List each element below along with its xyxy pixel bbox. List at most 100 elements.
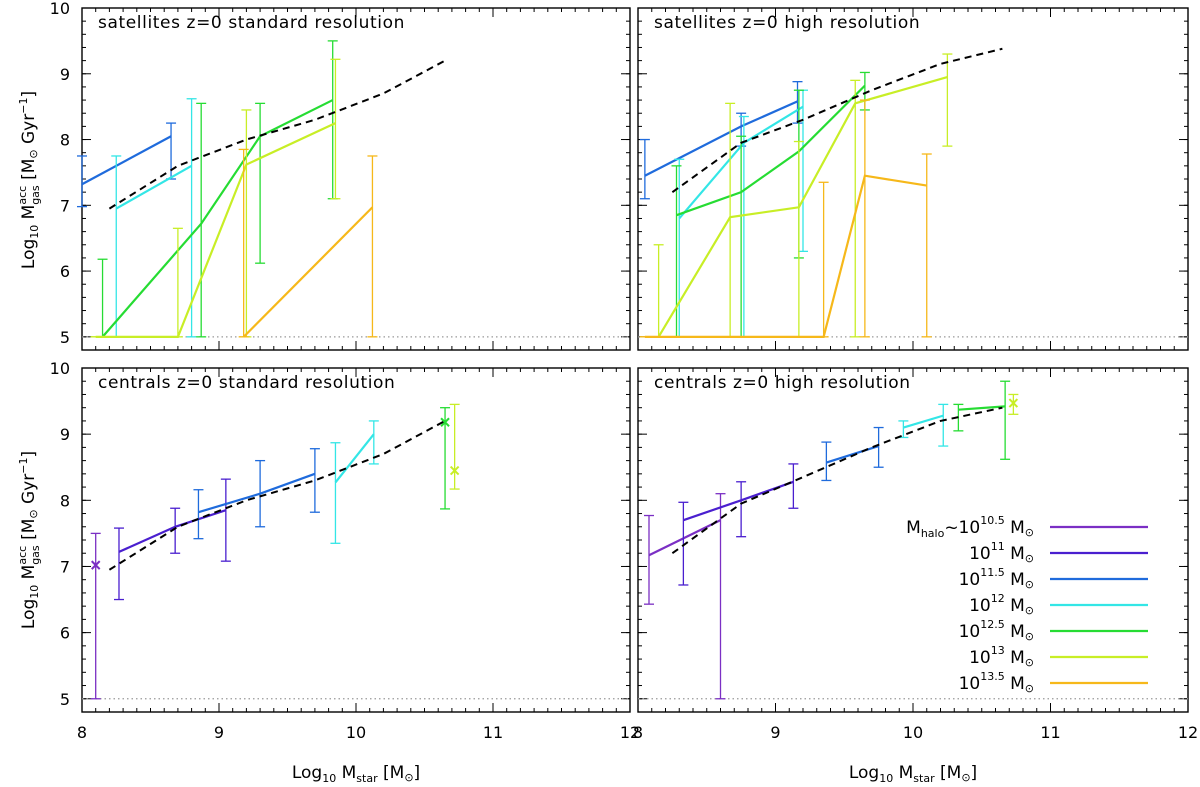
y-tick-label: 8 <box>60 491 70 510</box>
ylabel-var: M <box>19 205 39 225</box>
panel-1: 5 6 7 8 9 10 satellites z=0 standard resolutio… <box>50 0 631 351</box>
series-line <box>334 433 375 484</box>
ylabel-unit2: Gyr <box>19 114 39 150</box>
x-tick-label: 8 <box>77 723 87 742</box>
xlabel-close: ] <box>414 763 421 783</box>
legend-label: 1013 M⊙ <box>969 644 1034 669</box>
series-4 <box>440 407 451 510</box>
y-tick-label: 6 <box>60 262 70 281</box>
legend-unit: M <box>1005 648 1025 668</box>
series-2 <box>821 426 884 482</box>
legend-label: 1011 M⊙ <box>969 540 1034 565</box>
legend-exp: 13.5 <box>980 670 1005 683</box>
series-line <box>826 445 879 464</box>
series-line <box>198 472 316 514</box>
legend-exp: 11.5 <box>980 566 1005 579</box>
x-tick-label: 8 <box>633 723 643 742</box>
series-line <box>657 75 948 338</box>
panel-3: 5 6 7 8 9 10 8 9 10 11 12 centrals z=0 standard res… <box>50 359 641 742</box>
ylabel-base: 10 <box>28 225 41 239</box>
y-axis-label-top: Log10 Maccgas [M⊙ Gyr−1] <box>16 91 42 269</box>
panel-frame <box>81 367 631 713</box>
legend-unit: M <box>1005 622 1025 642</box>
x-tick-label: 9 <box>214 723 224 742</box>
series-3 <box>111 98 197 338</box>
ylabel-unit2: Gyr <box>19 474 39 510</box>
series-2 <box>77 122 177 208</box>
y-tick-label: 5 <box>60 690 70 709</box>
xlabel-sub: star <box>356 772 378 785</box>
xlabel-var: M <box>893 763 913 783</box>
legend-base: 10 <box>959 622 981 642</box>
ylabel-base: 10 <box>28 585 41 599</box>
ylabel-exp: −1 <box>17 98 30 114</box>
y-tick-label: 10 <box>50 0 70 18</box>
legend-exp: 13 <box>991 644 1005 657</box>
sun-symbol: ⊙ <box>961 771 970 784</box>
sun-symbol: ⊙ <box>27 149 40 158</box>
mean-dashed-line <box>108 59 446 210</box>
panel-title: centrals z=0 high resolution <box>654 373 911 393</box>
series-6 <box>238 148 378 338</box>
sun-symbol: ⊙ <box>1025 630 1034 643</box>
x-tick-label: 12 <box>620 723 640 742</box>
legend: Mhalo~1010.5 M⊙1011 M⊙1011.5 M⊙1012 M⊙10… <box>906 514 1148 695</box>
series-4 <box>97 40 338 338</box>
x-tick-label: 11 <box>483 723 503 742</box>
legend-label: 1013.5 M⊙ <box>959 670 1034 695</box>
legend-label: 1012 M⊙ <box>969 592 1034 617</box>
series-1 <box>113 478 231 601</box>
series-5 <box>1008 393 1019 415</box>
legend-base: 10 <box>969 596 991 616</box>
series-5 <box>449 403 460 490</box>
sun-symbol: ⊙ <box>1025 604 1034 617</box>
legend-base: 10 <box>959 674 981 694</box>
series-2 <box>193 448 320 540</box>
ylabel-exp: −1 <box>17 458 30 474</box>
xlabel-base: 10 <box>879 772 893 785</box>
sun-symbol: ⊙ <box>1025 682 1034 695</box>
y-axis-label-bottom: Log10 Maccgas [M⊙ Gyr−1] <box>16 451 42 629</box>
series-line <box>958 405 1006 411</box>
series-5 <box>653 53 953 338</box>
ylabel-log: Log <box>19 239 39 269</box>
x-tick-label: 12 <box>1178 723 1198 742</box>
series-line <box>95 122 336 338</box>
x-tick-label: 11 <box>1040 723 1060 742</box>
series-5 <box>90 58 341 338</box>
panel-title: centrals z=0 standard resolution <box>98 373 395 393</box>
ylabel-log: Log <box>19 599 39 629</box>
series-0 <box>644 493 726 700</box>
legend-prefix-sub: halo <box>921 527 945 540</box>
ylabel-sup: acc <box>16 546 29 565</box>
sun-symbol: ⊙ <box>404 771 413 784</box>
series-line <box>644 174 927 338</box>
axis-labels-group: Log10 Mstar [M⊙] Log10 Mstar [M⊙]Log10 Ma… <box>16 91 977 785</box>
legend-exp: 10.5 <box>980 514 1005 527</box>
ylabel-sub: gas <box>29 545 42 565</box>
y-tick-label: 5 <box>60 328 70 347</box>
legend-exp: 12 <box>991 592 1005 605</box>
x-marker <box>440 417 450 427</box>
legend-unit: M <box>1005 570 1025 590</box>
sun-symbol: ⊙ <box>1025 656 1034 669</box>
x-axis-label-left: Log10 Mstar [M⊙] <box>292 763 420 785</box>
panel-frame <box>81 7 631 351</box>
y-tick-label: 9 <box>60 65 70 84</box>
ylabel-close: ] <box>19 91 39 98</box>
y-tick-label: 6 <box>60 624 70 643</box>
legend-label: Mhalo~1010.5 M⊙ <box>906 514 1034 540</box>
legend-unit: M <box>1005 518 1025 538</box>
series-2 <box>639 81 803 200</box>
legend-exp: 11 <box>991 540 1005 553</box>
series-1 <box>678 463 799 586</box>
x-tick-label: 10 <box>346 723 366 742</box>
sun-symbol: ⊙ <box>27 509 40 518</box>
y-tick-label: 8 <box>60 131 70 150</box>
ylabel-close: ] <box>19 451 39 458</box>
legend-prefix: M <box>906 518 921 538</box>
x-marker <box>90 560 101 570</box>
sun-symbol: ⊙ <box>1025 526 1034 539</box>
series-line <box>644 100 798 177</box>
